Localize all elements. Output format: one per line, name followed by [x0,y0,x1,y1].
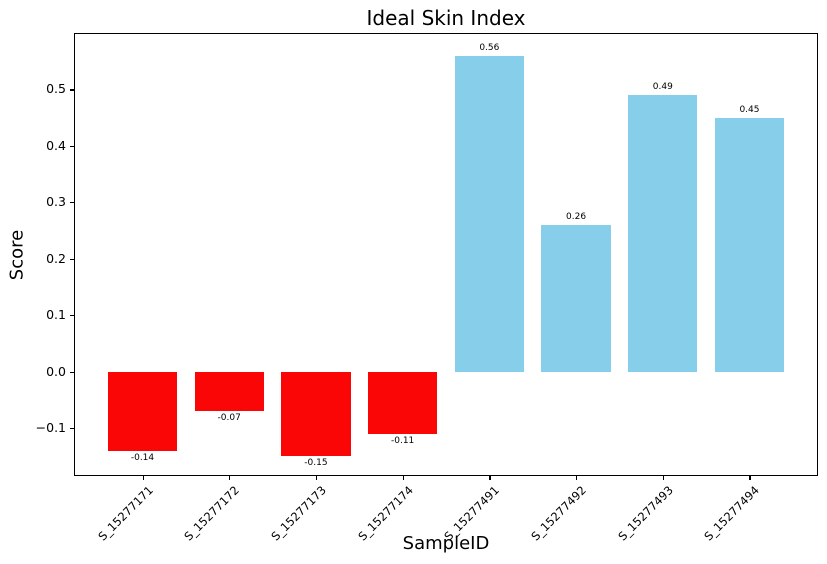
plot-area [74,33,818,476]
y-tick [70,315,74,317]
bar [367,371,438,434]
bar-value-label: -0.07 [217,413,241,424]
x-tick [576,476,578,480]
x-tick [489,476,491,480]
chart-title: Ideal Skin Index [366,6,526,30]
bar-value-label: 0.26 [566,211,587,222]
y-tick-label: 0.2 [46,250,66,266]
y-tick-label: −0.1 [35,419,66,435]
y-tick [70,258,74,260]
y-axis-label: Score [6,229,28,281]
y-tick [70,428,74,430]
bar-value-label: -0.14 [130,452,155,463]
y-tick [70,145,74,148]
y-tick-label: 0.3 [46,194,66,210]
x-tick [229,476,231,480]
x-tick [749,476,751,480]
y-tick [70,202,74,204]
x-tick [662,476,664,480]
x-tick [142,476,144,480]
y-tick [70,371,74,373]
bar [541,224,611,372]
bar-value-label: 0.56 [479,42,500,53]
x-tick [315,476,318,480]
y-tick [70,89,74,91]
bar [107,371,178,451]
y-tick-label: 0.4 [46,137,66,153]
y-tick-label: 0.1 [46,306,66,322]
bar-value-label: 0.45 [739,104,760,115]
bar-value-label: -0.11 [390,435,415,446]
bar [628,95,698,372]
y-tick-label: 0.0 [46,363,66,379]
bar [454,55,525,372]
x-axis-label: SampleID [402,533,490,554]
y-tick-label: 0.5 [46,81,66,97]
bar [714,117,785,372]
x-tick [402,476,404,480]
bar [194,371,264,412]
bar-value-label: 0.49 [652,82,673,93]
bar-value-label: -0.15 [304,458,328,469]
bar [281,371,351,457]
